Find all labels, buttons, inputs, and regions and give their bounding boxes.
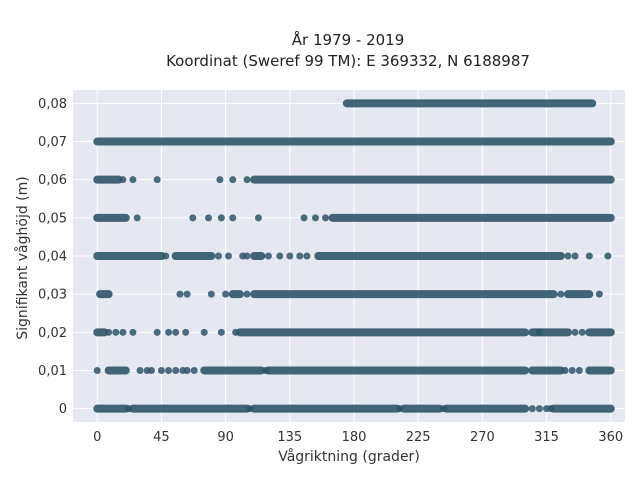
data-point: [229, 176, 237, 184]
y-tick-label: 0,02: [38, 326, 67, 341]
data-point: [557, 290, 565, 298]
data-point: [229, 214, 237, 222]
data-point: [119, 328, 127, 336]
chart-title-line-2: Koordinat (Sweref 99 TM): E 369332, N 61…: [166, 52, 530, 70]
data-point: [147, 366, 155, 374]
data-point: [262, 366, 270, 374]
x-tick-label: 135: [277, 430, 302, 445]
data-point: [119, 176, 127, 184]
data-point: [440, 405, 448, 413]
data-point: [575, 366, 583, 374]
data-point: [224, 252, 232, 260]
data-point: [182, 328, 190, 336]
data-point: [243, 290, 251, 298]
data-point: [604, 252, 612, 260]
data-points: [93, 99, 615, 413]
y-tick-label: 0,04: [38, 250, 67, 265]
data-point: [528, 405, 536, 413]
data-point: [264, 252, 272, 260]
data-point: [396, 405, 404, 413]
data-point: [129, 176, 137, 184]
y-axis-ticks: 0 0,01 0,02 0,03 0,04 0,05 0,06 0,07 0,08: [38, 97, 67, 417]
data-point: [105, 328, 113, 336]
data-point: [133, 214, 141, 222]
data-point: [172, 366, 180, 374]
data-point: [578, 328, 586, 336]
data-point: [176, 290, 184, 298]
data-point: [200, 328, 208, 336]
data-point: [254, 214, 262, 222]
data-point: [136, 366, 144, 374]
data-point: [216, 176, 224, 184]
data-point: [217, 328, 225, 336]
data-point: [153, 328, 161, 336]
x-tick-label: 315: [534, 430, 559, 445]
data-point: [276, 252, 284, 260]
data-point: [93, 366, 101, 374]
data-point: [205, 214, 213, 222]
data-point: [232, 328, 240, 336]
data-point: [162, 252, 170, 260]
data-point: [296, 252, 304, 260]
data-point: [153, 176, 161, 184]
y-tick-label: 0: [59, 402, 67, 417]
data-point: [303, 252, 311, 260]
data-point: [321, 214, 329, 222]
y-axis-title: Signifikant våghöjd (m): [14, 176, 31, 339]
data-point: [129, 328, 137, 336]
data-point: [535, 405, 543, 413]
data-point: [172, 328, 180, 336]
data-point: [243, 176, 251, 184]
data-point: [311, 214, 319, 222]
y-tick-label: 0,03: [38, 288, 67, 303]
data-point: [246, 405, 254, 413]
y-tick-label: 0,01: [38, 364, 67, 379]
data-point: [189, 214, 197, 222]
x-tick-label: 180: [342, 430, 367, 445]
y-tick-label: 0,08: [38, 97, 67, 112]
y-tick-label: 0,05: [38, 211, 67, 226]
data-point: [568, 366, 576, 374]
data-point: [547, 405, 555, 413]
data-point: [300, 214, 308, 222]
data-point: [183, 366, 191, 374]
x-tick-label: 360: [598, 430, 623, 445]
y-tick-label: 0,06: [38, 173, 67, 188]
data-point: [561, 366, 569, 374]
data-point: [183, 290, 191, 298]
data-point: [157, 366, 165, 374]
data-point: [217, 214, 225, 222]
data-point: [595, 290, 603, 298]
data-point: [112, 328, 120, 336]
x-tick-label: 90: [217, 430, 234, 445]
data-point: [214, 252, 222, 260]
data-point: [564, 252, 572, 260]
data-point: [571, 328, 579, 336]
data-point: [190, 366, 198, 374]
data-point: [165, 366, 173, 374]
data-point: [535, 328, 543, 336]
x-tick-label: 45: [153, 430, 170, 445]
x-tick-label: 270: [470, 430, 495, 445]
data-point: [286, 252, 294, 260]
chart-title-line-1: År 1979 - 2019: [292, 30, 405, 49]
data-point: [165, 328, 173, 336]
x-axis-title: Vågriktning (grader): [278, 448, 420, 465]
x-axis-ticks: 0 45 90 135 180 225 270 315 360: [93, 430, 623, 445]
data-point: [207, 290, 215, 298]
y-tick-label: 0,07: [38, 135, 67, 150]
x-tick-label: 225: [406, 430, 431, 445]
x-tick-label: 0: [93, 430, 101, 445]
data-point: [125, 405, 133, 413]
data-point: [585, 252, 593, 260]
data-point: [243, 252, 251, 260]
data-point: [222, 290, 230, 298]
data-point: [571, 252, 579, 260]
